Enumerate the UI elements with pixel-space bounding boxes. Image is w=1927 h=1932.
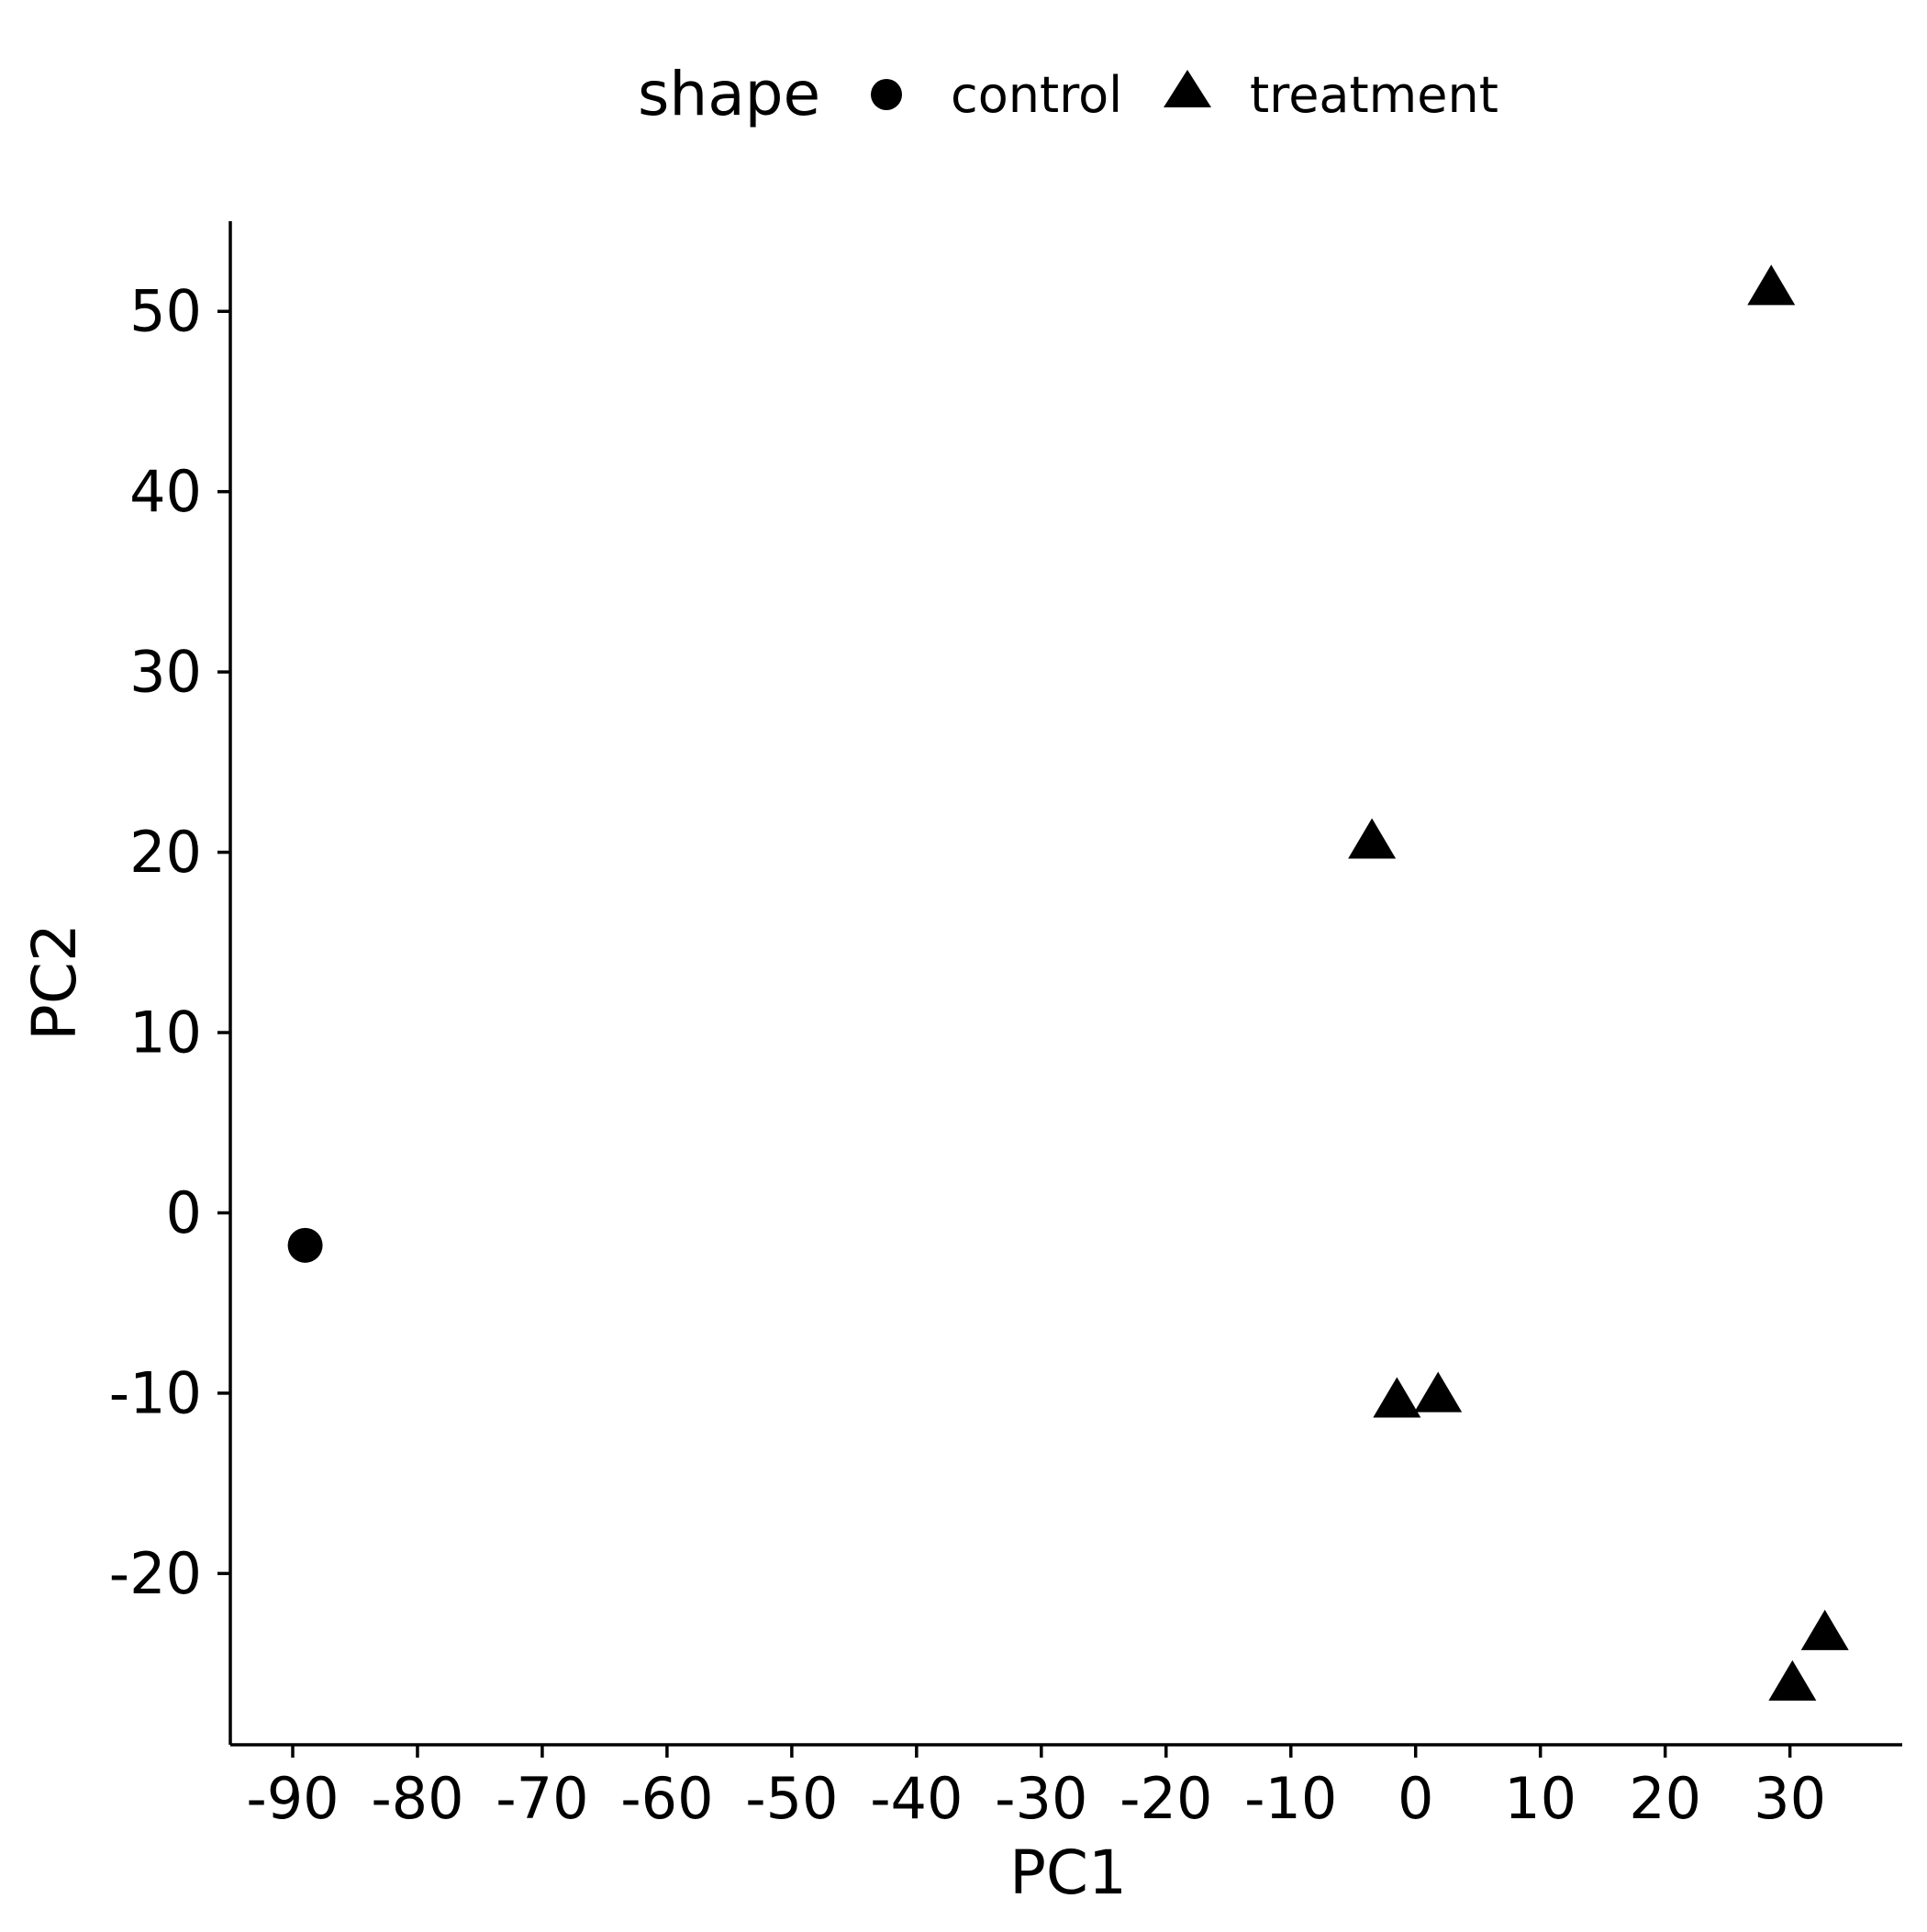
x-tick-label: -70 [496, 1765, 588, 1832]
x-tick-label: 0 [1398, 1765, 1433, 1832]
y-tick-label: 50 [129, 278, 202, 345]
y-tick-label: 20 [129, 819, 202, 886]
point-treatment [1348, 818, 1397, 859]
x-tick-label: -50 [745, 1765, 838, 1832]
x-tick-label: -90 [246, 1765, 339, 1832]
point-treatment [1414, 1371, 1463, 1413]
point-treatment [1747, 264, 1796, 306]
y-tick-label: 30 [129, 639, 202, 706]
y-tick-label: 0 [166, 1179, 202, 1246]
x-axis-title: PC1 [1009, 1837, 1127, 1908]
y-axis-title: PC2 [19, 923, 90, 1041]
x-tick-label: -40 [870, 1765, 963, 1832]
y-tick-label: -20 [109, 1540, 202, 1607]
data-points [287, 264, 1849, 1701]
y-tick-label: -10 [109, 1359, 202, 1426]
x-tick-label: -10 [1244, 1765, 1337, 1832]
legend-key-control-circle [871, 79, 902, 110]
x-tick-label: -80 [371, 1765, 463, 1832]
y-tick-label: 40 [129, 458, 202, 525]
x-tick-label: -30 [995, 1765, 1087, 1832]
legend-title: shape [638, 59, 820, 129]
x-tick-label: -60 [620, 1765, 713, 1832]
legend: shape control treatment [638, 59, 1498, 129]
point-treatment [1373, 1377, 1421, 1418]
x-tick-label: -20 [1119, 1765, 1212, 1832]
legend-label-treatment: treatment [1250, 66, 1498, 124]
point-treatment [1800, 1609, 1849, 1650]
y-tick-label: 10 [129, 1000, 202, 1067]
legend-label-control: control [951, 66, 1122, 124]
axes: -90 -80 -70 -60 -50 -40 -30 -20 -10 0 10 20 30 -20 -10… [109, 221, 1902, 1832]
point-treatment [1768, 1659, 1817, 1701]
legend-key-treatment-triangle [1164, 70, 1211, 107]
x-tick-label: 20 [1629, 1765, 1701, 1832]
x-tick-label: 30 [1754, 1765, 1826, 1832]
x-tick-label: 10 [1504, 1765, 1576, 1832]
point-control [287, 1227, 323, 1263]
